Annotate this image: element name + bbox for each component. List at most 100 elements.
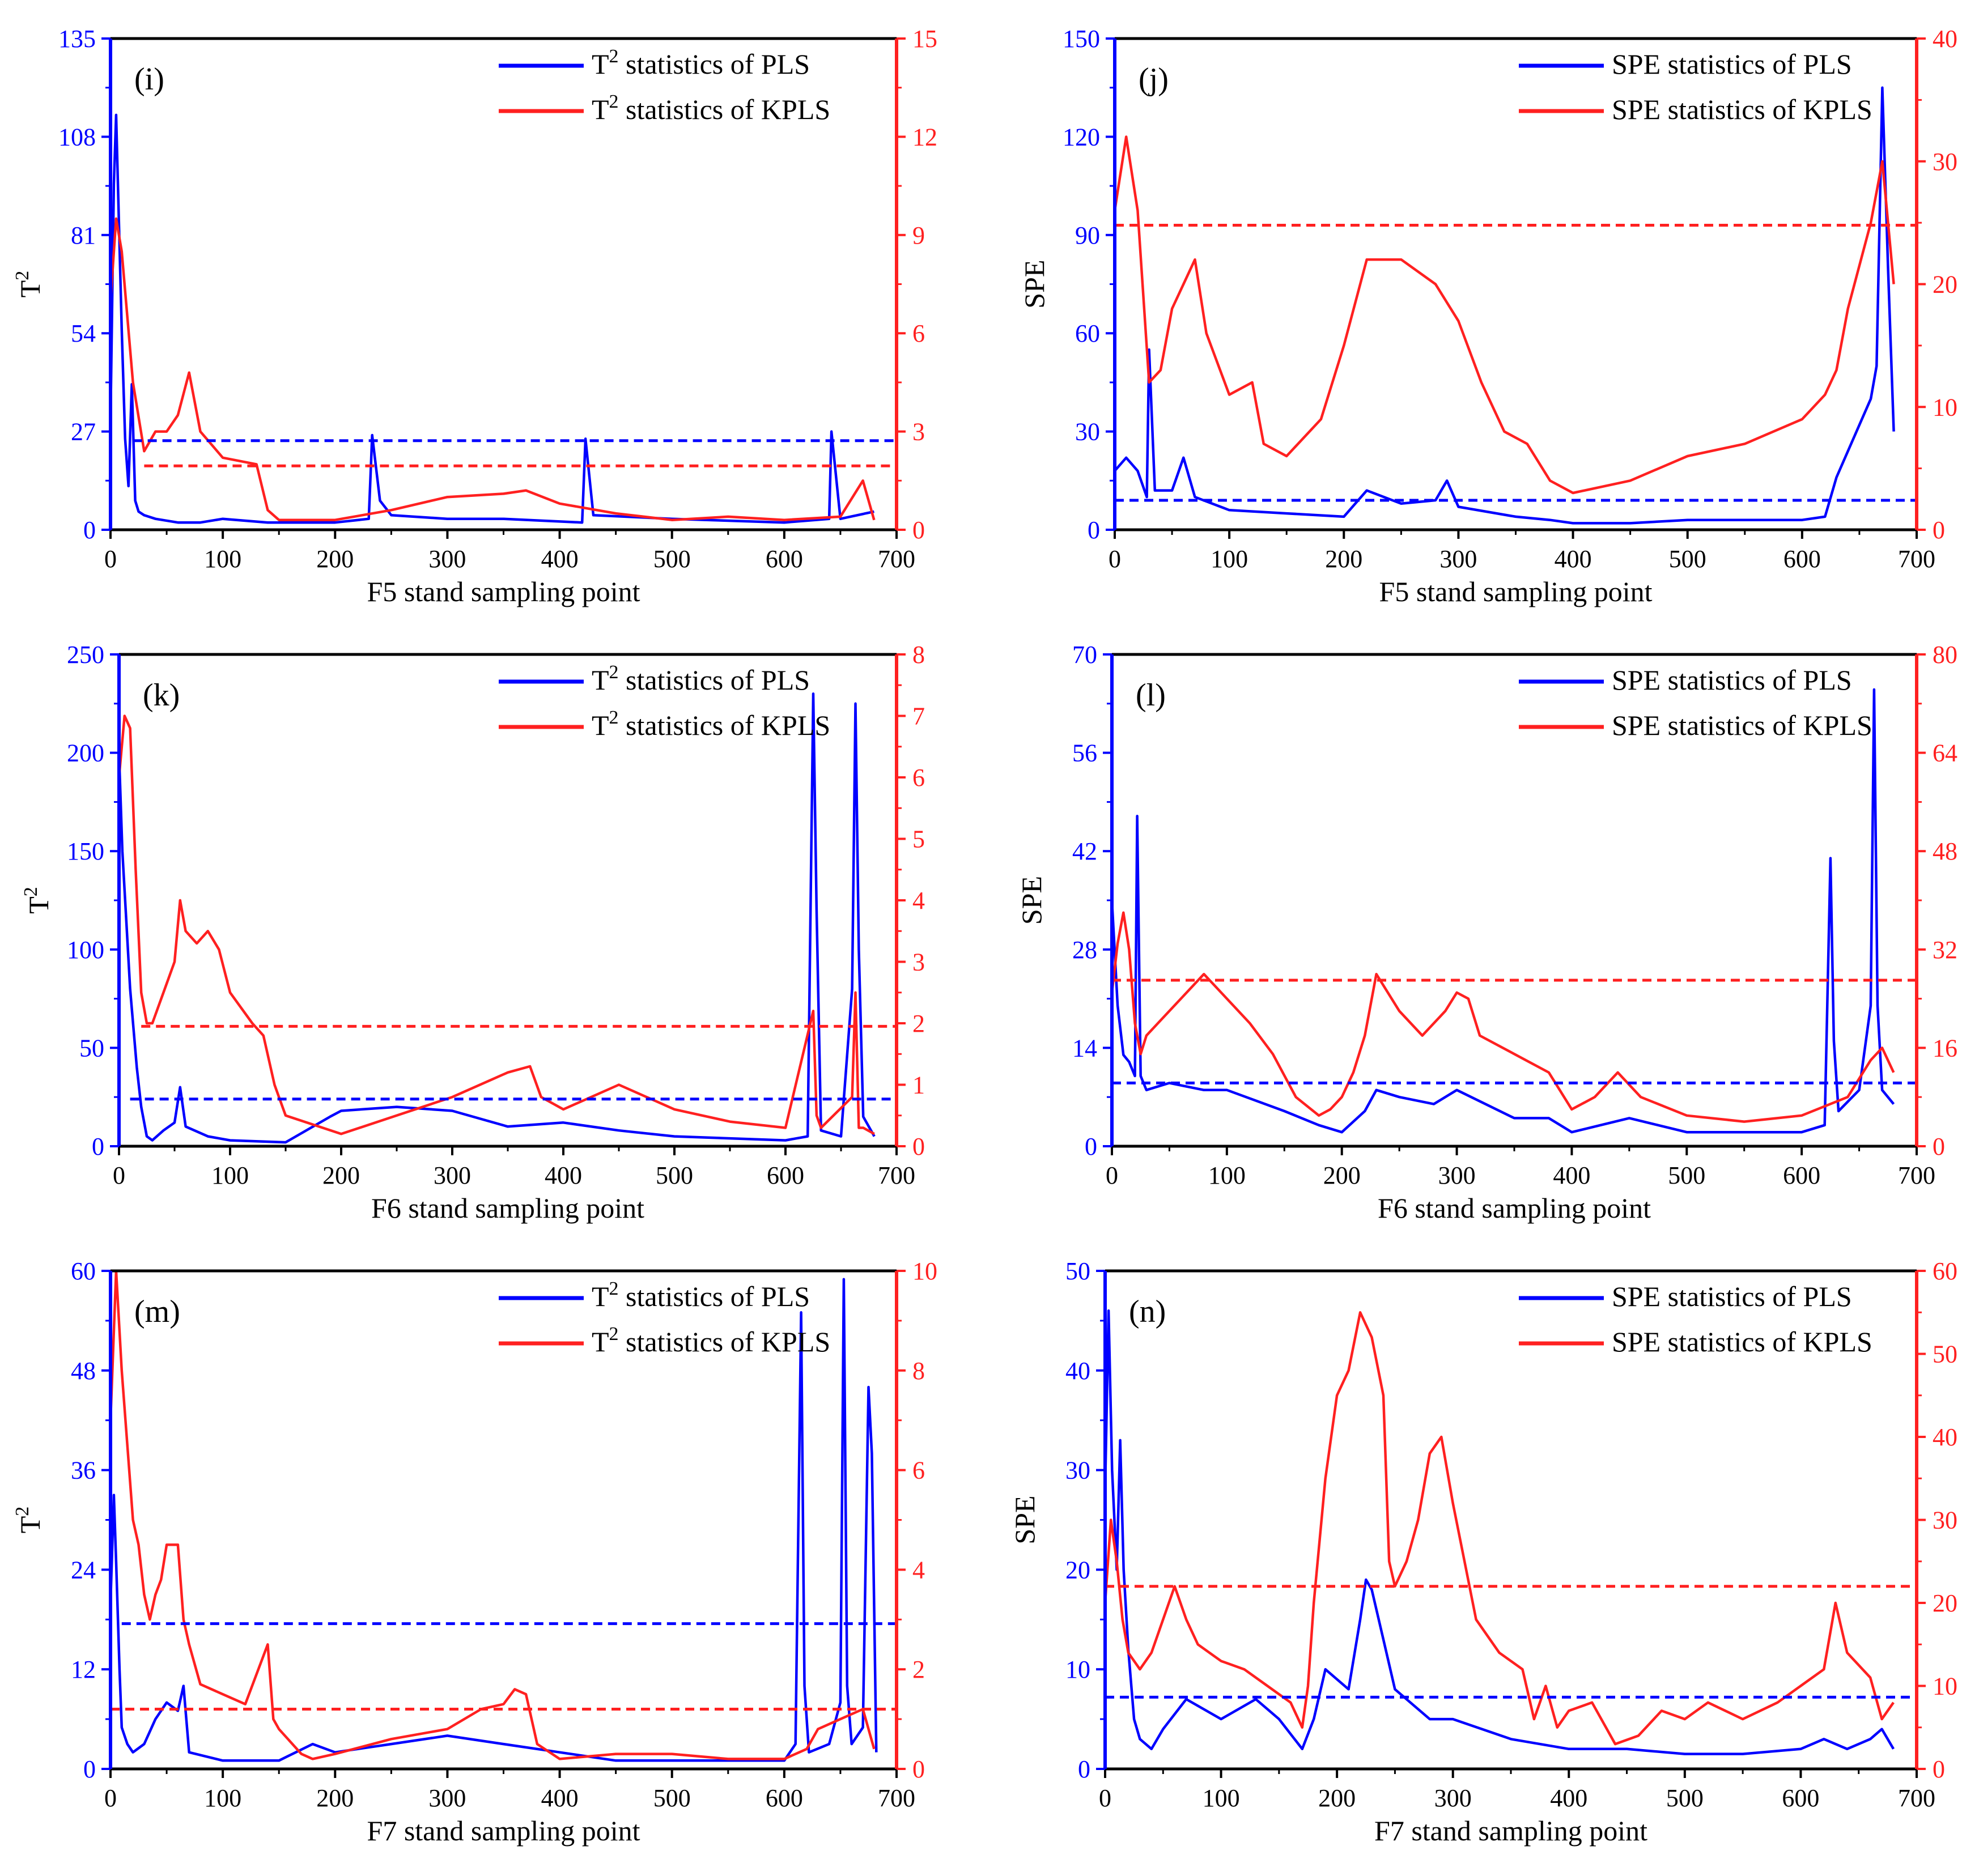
legend-text: T	[592, 709, 609, 741]
x-tick-label: 500	[1666, 1784, 1704, 1812]
legend-text: T	[592, 48, 609, 80]
x-tick-label: 100	[204, 545, 241, 573]
y-axis-label-text: T	[23, 896, 54, 914]
left-y-tick-label: 50	[1065, 1257, 1090, 1285]
right-y-tick-label: 10	[912, 1257, 937, 1285]
x-tick-label: 400	[1555, 545, 1592, 573]
y-axis-label: T2	[12, 1507, 46, 1534]
legend-entry-pls: SPE statistics of PLS	[1612, 48, 1852, 80]
legend-entry-kpls: SPE statistics of KPLS	[1612, 1326, 1872, 1358]
x-tick-label: 700	[1898, 1162, 1935, 1189]
left-y-tick-label: 30	[1075, 418, 1100, 446]
x-tick-label: 300	[1439, 545, 1477, 573]
legend-text: statistics of KPLS	[619, 1326, 831, 1358]
left-y-tick-label: 100	[67, 936, 104, 964]
right-y-tick-label: 30	[1933, 1507, 1957, 1534]
legend-text: SPE statistics of KPLS	[1612, 1326, 1872, 1358]
x-tick-label: 200	[1323, 1162, 1361, 1189]
right-y-tick-label: 0	[912, 1755, 925, 1783]
right-y-tick-label: 10	[1933, 393, 1957, 421]
right-y-tick-label: 40	[1933, 1423, 1957, 1451]
x-tick-label: 700	[878, 1162, 915, 1189]
right-y-tick-label: 2	[912, 1656, 925, 1683]
legend-entry-pls: SPE statistics of PLS	[1612, 1281, 1852, 1312]
x-tick-label: 0	[104, 545, 117, 573]
x-tick-label: 400	[1553, 1162, 1590, 1189]
right-y-tick-label: 6	[912, 764, 925, 792]
legend-text: T	[592, 1326, 609, 1358]
chart-panel: 0 100 200 300 400 500 600 700050100150200250012…	[20, 641, 925, 1224]
left-y-tick-label: 10	[1065, 1656, 1090, 1683]
right-y-tick-label: 64	[1933, 739, 1957, 767]
left-y-tick-label: 50	[79, 1034, 104, 1062]
legend-superscript: 2	[609, 46, 619, 67]
legend-text: statistics of KPLS	[619, 93, 831, 125]
x-tick-label: 0	[1106, 1162, 1118, 1189]
left-y-tick-label: 14	[1072, 1034, 1097, 1062]
x-tick-label: 100	[1208, 1162, 1246, 1189]
x-tick-label: 700	[1898, 1784, 1935, 1812]
left-y-tick-label: 135	[58, 25, 96, 53]
x-tick-label: 200	[1318, 1784, 1356, 1812]
x-tick-label: 200	[1325, 545, 1362, 573]
left-y-tick-label: 70	[1072, 641, 1097, 669]
left-y-tick-label: 150	[1063, 25, 1100, 53]
left-y-tick-label: 0	[1088, 516, 1100, 544]
left-y-tick-label: 12	[71, 1656, 96, 1683]
legend-text: statistics of PLS	[619, 1281, 810, 1312]
x-tick-label: 100	[1211, 545, 1248, 573]
right-y-tick-label: 6	[912, 1457, 925, 1484]
left-y-tick-label: 0	[1085, 1133, 1097, 1160]
x-tick-label: 200	[322, 1162, 360, 1189]
right-y-tick-label: 32	[1933, 936, 1957, 964]
left-y-tick-label: 24	[71, 1556, 96, 1584]
x-tick-label: 700	[878, 545, 915, 573]
y-axis-label: SPE	[1016, 876, 1047, 925]
left-y-tick-label: 27	[71, 418, 96, 446]
left-y-tick-label: 150	[67, 837, 104, 865]
pls-series-line	[1110, 688, 1895, 1134]
chart-panel: 0 100 200 300 400 500 600 700030609012015001020…	[1018, 25, 1957, 607]
right-y-tick-label: 8	[912, 1357, 925, 1385]
pls-series-line	[1103, 1309, 1895, 1755]
right-y-tick-label: 48	[1933, 837, 1957, 865]
x-axis-label: F5 stand sampling point	[1379, 576, 1653, 607]
x-tick-label: 0	[113, 1162, 125, 1189]
right-y-tick-label: 8	[912, 641, 925, 669]
x-tick-label: 300	[434, 1162, 471, 1189]
y-axis-label-text: T	[14, 1516, 46, 1534]
right-y-tick-label: 0	[912, 516, 925, 544]
y-axis-label: SPE	[1009, 1495, 1041, 1544]
x-tick-label: 300	[1434, 1784, 1472, 1812]
x-tick-label: 100	[1203, 1784, 1240, 1812]
right-y-tick-label: 4	[912, 1556, 925, 1584]
legend-text: SPE statistics of PLS	[1612, 48, 1852, 80]
y-axis-label-text: SPE	[1016, 876, 1047, 925]
right-y-tick-label: 20	[1933, 1589, 1957, 1617]
x-tick-label: 200	[316, 1784, 354, 1812]
y-axis-label-superscript: 2	[12, 1507, 33, 1516]
right-y-tick-label: 2	[912, 1010, 925, 1037]
legend-superscript: 2	[609, 707, 619, 728]
legend-entry-pls: T2 statistics of PLS	[592, 46, 810, 80]
left-y-tick-label: 28	[1072, 936, 1097, 964]
left-y-tick-label: 60	[1075, 320, 1100, 347]
y-axis-label-text: SPE	[1018, 260, 1050, 308]
right-y-tick-label: 80	[1933, 641, 1957, 669]
y-axis-label: T2	[20, 887, 54, 914]
left-y-tick-label: 81	[71, 222, 96, 249]
left-y-tick-label: 90	[1075, 222, 1100, 249]
pls-series-line	[117, 692, 876, 1144]
left-y-tick-label: 30	[1065, 1457, 1090, 1484]
legend-entry-kpls: SPE statistics of KPLS	[1612, 709, 1872, 741]
left-y-tick-label: 0	[83, 1755, 96, 1783]
x-tick-label: 300	[428, 1784, 466, 1812]
left-y-tick-label: 20	[1065, 1556, 1090, 1584]
panel-label: (m)	[134, 1294, 180, 1329]
x-tick-label: 100	[211, 1162, 249, 1189]
y-axis-label-superscript: 2	[20, 887, 41, 896]
x-axis-label: F7 stand sampling point	[1374, 1815, 1647, 1847]
x-tick-label: 500	[1668, 1162, 1705, 1189]
left-y-tick-label: 200	[67, 739, 104, 767]
x-tick-label: 300	[428, 545, 466, 573]
